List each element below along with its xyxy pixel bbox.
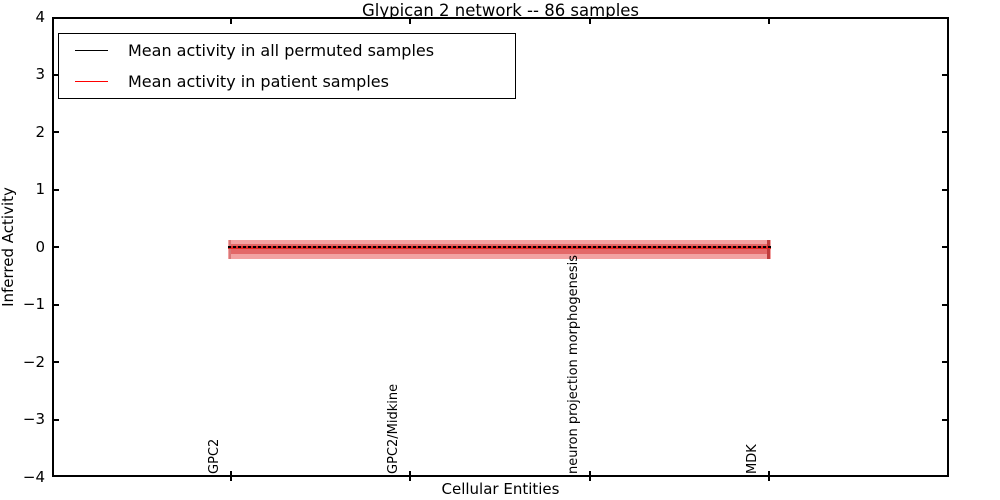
y-tick-mark <box>54 304 59 306</box>
chart-title: Glypican 2 network -- 86 samples <box>361 1 640 20</box>
y-tick-mark <box>54 189 59 191</box>
red-line-sample <box>75 81 108 82</box>
y-tick-mark <box>942 304 947 306</box>
x-tick-label-gpc2-midkine: GPC2/Midkine <box>386 383 401 474</box>
permuted-std-band <box>231 244 769 254</box>
y-tick-label-2: 2 <box>35 123 45 141</box>
band-left-edge <box>229 240 231 259</box>
y-tick-mark <box>54 131 59 133</box>
x-tick-mark <box>230 471 232 481</box>
y-tick-mark <box>942 361 947 363</box>
y-tick-label-1: 1 <box>35 180 45 198</box>
y-tick-mark <box>942 246 947 248</box>
legend: Mean activity in all permuted samples Me… <box>58 33 516 99</box>
y-tick-mark <box>942 131 947 133</box>
y-tick-mark <box>54 419 59 421</box>
x-tick-mark <box>230 19 232 24</box>
x-axis-label: Cellular Entities <box>441 480 560 498</box>
x-tick-mark <box>409 19 411 24</box>
y-tick-label-m1: −1 <box>22 295 45 313</box>
band-right-edge <box>767 240 770 259</box>
x-tick-mark <box>589 19 591 24</box>
y-tick-mark <box>54 74 59 76</box>
legend-label-permuted: Mean activity in all permuted samples <box>128 41 435 60</box>
y-tick-label-3: 3 <box>35 65 45 83</box>
x-tick-label-mdk: MDK <box>745 444 760 474</box>
y-tick-label-4: 4 <box>35 8 45 26</box>
legend-label-patient: Mean activity in patient samples <box>128 72 389 91</box>
y-tick-mark <box>54 246 59 248</box>
x-tick-mark <box>409 471 411 481</box>
y-tick-label-m3: −3 <box>22 410 45 428</box>
permuted-mean-line <box>228 246 771 248</box>
y-tick-mark <box>942 74 947 76</box>
x-tick-label-gpc2: GPC2 <box>207 438 222 474</box>
y-tick-mark <box>942 189 947 191</box>
x-tick-mark <box>768 471 770 481</box>
legend-item-permuted: Mean activity in all permuted samples <box>75 35 515 66</box>
black-line-sample <box>75 50 108 51</box>
y-tick-label-m4: −4 <box>22 468 45 486</box>
x-tick-mark <box>589 471 591 481</box>
y-tick-label-m2: −2 <box>22 353 45 371</box>
y-tick-mark <box>942 419 947 421</box>
y-tick-label-0: 0 <box>35 238 45 256</box>
legend-item-patient: Mean activity in patient samples <box>75 66 515 97</box>
y-tick-mark <box>54 361 59 363</box>
x-tick-label-neuron-projection-morphogenesis: neuron projection morphogenesis <box>566 255 581 474</box>
x-tick-mark <box>768 19 770 24</box>
